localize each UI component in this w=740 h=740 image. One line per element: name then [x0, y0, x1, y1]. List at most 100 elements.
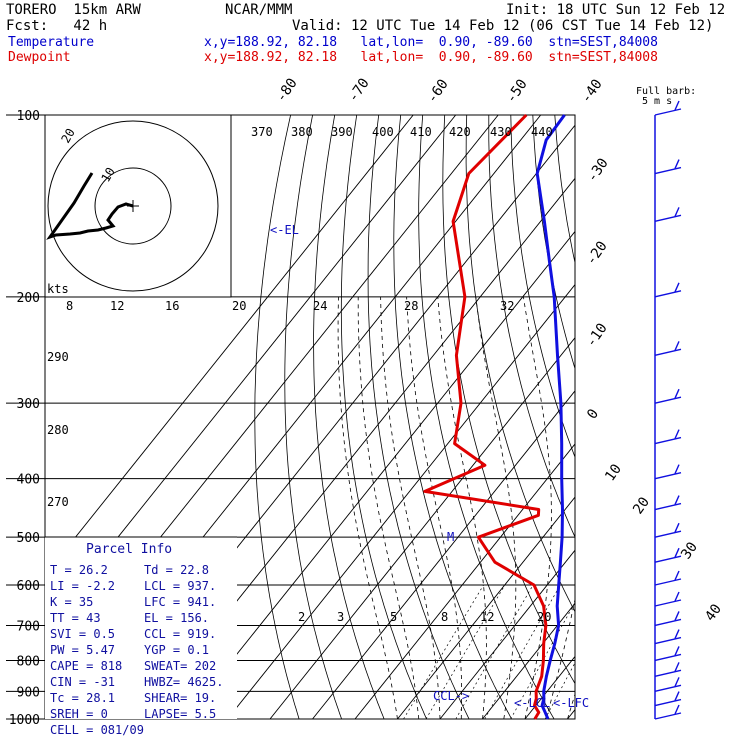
parcel-info-right: HWBZ= 4625. — [144, 675, 223, 689]
parcel-info-left: Tc = 28.1 — [50, 691, 115, 705]
hodograph-trace — [46, 172, 134, 240]
wind-barb — [654, 502, 682, 511]
wind-barb-flag — [674, 704, 680, 715]
plot-frame — [44, 114, 576, 720]
wind-barb — [654, 471, 682, 480]
wind-barb-flag — [674, 646, 680, 656]
dry-adiabat — [488, 115, 575, 538]
theta-e-label: 400 — [372, 125, 394, 139]
parcel-info-left: T = 26.2 — [50, 563, 108, 577]
dry-adiabat — [643, 115, 740, 719]
dewpoint-legend: Dewpoint — [8, 50, 71, 65]
dry-adiabat — [340, 115, 427, 719]
wind-barb-flag — [674, 429, 680, 439]
theta-label: 270 — [47, 495, 69, 509]
parcel-info-left: PW = 5.47 — [50, 643, 115, 657]
mixing-ratio-line — [455, 584, 534, 719]
temperature-curve — [535, 114, 566, 720]
wind-barb — [654, 578, 682, 586]
isotherm — [184, 230, 575, 719]
isotherm-label: -10 — [583, 320, 611, 350]
wind-barb — [654, 684, 682, 693]
dry-adiabat — [510, 115, 575, 459]
hodograph: 10 20 kts — [44, 114, 232, 298]
wind-barb-flag — [674, 629, 680, 639]
parcel-info-cell: CELL = 081/09 — [50, 723, 144, 737]
dry-adiabat — [621, 115, 740, 719]
parcel-info-box: Parcel Info T = 26.2 Td = 22.8 LI = -2.2 LCL… — [45, 536, 237, 737]
mixing-ratio-label: 2 — [298, 610, 305, 624]
theta-label: 280 — [47, 423, 69, 437]
isotherm-label: 40 — [702, 601, 725, 624]
wind-barb-flag — [674, 464, 680, 474]
el-label: <-EL — [270, 223, 299, 237]
wind-barb-flag — [674, 100, 680, 111]
moist-adiabat — [437, 296, 487, 719]
pressure-label: 600 — [17, 579, 40, 594]
parcel-info-right: LFC = 941. — [144, 595, 216, 609]
pressure-label: 1000 — [9, 713, 40, 728]
dry-adiabat — [367, 115, 470, 719]
moist-adiabat — [523, 296, 552, 719]
theta-e-label: 410 — [410, 125, 432, 139]
isotherm-label: -60 — [424, 76, 452, 106]
dry-adiabat — [313, 115, 385, 719]
parcel-info-left: LI = -2.2 — [50, 579, 115, 593]
parcel-info-right: Td = 22.8 — [144, 563, 209, 577]
pressure-label: 100 — [17, 109, 40, 124]
isotherm-label: -40 — [578, 76, 606, 106]
dry-adiabat — [442, 115, 575, 685]
isotherm-label: -20 — [583, 238, 611, 268]
location-readout-temperature: x,y=188.92, 82.18 lat,lon= 0.90, -89.60 … — [204, 35, 658, 50]
wind-barb-flag — [674, 159, 680, 169]
mixing-ratio-label: 8 — [441, 610, 448, 624]
mixing-ratio-label: 12 — [480, 610, 494, 624]
isotherm — [439, 549, 575, 719]
forecast-hour: Fcst: 42 h — [6, 18, 108, 34]
isotherm — [482, 602, 575, 719]
wind-barb-flag — [674, 282, 680, 293]
wind-barb — [654, 599, 682, 607]
wind-barb-flag — [674, 611, 680, 621]
model-title: TORERO 15km ARW — [6, 2, 141, 18]
pressure-label: 500 — [17, 531, 40, 546]
dry-adiabat — [393, 115, 512, 719]
wind-barb — [654, 636, 682, 645]
wind-barb — [654, 712, 682, 720]
location-readout-dewpoint: x,y=188.92, 82.18 lat,lon= 0.90, -89.60 … — [204, 50, 658, 65]
hodograph-ring-label: 10 — [98, 165, 117, 185]
mixing-ratio-line — [484, 584, 561, 719]
isotherm-label: 20 — [630, 494, 653, 517]
parcel-info-right: LAPSE= 5.5 — [144, 707, 216, 721]
dry-adiabat — [709, 115, 740, 719]
wind-barb-flag — [674, 591, 680, 602]
pressure-label: 300 — [17, 397, 40, 412]
wind-barb-flag — [674, 662, 680, 672]
isotherm — [45, 115, 414, 576]
parcel-info-right: SWEAT= 202 — [144, 659, 216, 673]
wind-barb-flag — [674, 207, 680, 217]
theta-e-label: 440 — [531, 125, 553, 139]
hodograph-ring-20 — [47, 120, 219, 292]
wind-barb — [654, 555, 682, 563]
wind-barb-flag — [674, 341, 680, 351]
moist-adiabat — [380, 296, 441, 719]
wind-barb — [654, 618, 682, 627]
isotherm — [227, 283, 575, 719]
wind-barb — [654, 348, 682, 357]
moist-adiabat — [337, 296, 398, 719]
hodograph-speed-label: 28 — [404, 299, 418, 313]
dry-adiabat — [532, 115, 575, 370]
temperature-legend: Temperature — [8, 35, 95, 50]
wind-barb — [654, 653, 682, 662]
isotherm — [312, 390, 575, 719]
pressure-label: 200 — [17, 291, 40, 306]
parcel-info-left: K = 35 — [50, 595, 93, 609]
parcel-info-right: YGP = 0.1 — [144, 643, 209, 657]
moist-adiabat — [589, 297, 713, 719]
parcel-info-right: SHEAR= 19. — [144, 691, 216, 705]
isotherm — [653, 115, 740, 719]
wind-barb — [654, 396, 682, 404]
